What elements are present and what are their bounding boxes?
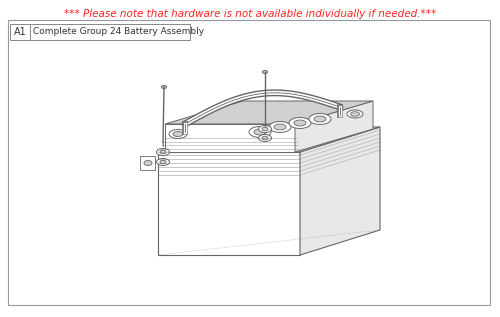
Ellipse shape [289, 118, 311, 128]
Ellipse shape [254, 129, 266, 135]
Ellipse shape [262, 136, 268, 140]
Ellipse shape [160, 160, 166, 164]
Text: Complete Group 24 Battery Assembly: Complete Group 24 Battery Assembly [33, 28, 204, 36]
Ellipse shape [173, 132, 183, 137]
Ellipse shape [156, 148, 170, 156]
Polygon shape [165, 101, 373, 124]
Polygon shape [300, 127, 380, 255]
Polygon shape [158, 152, 300, 255]
Polygon shape [165, 124, 295, 152]
Ellipse shape [294, 120, 306, 126]
Ellipse shape [274, 124, 286, 130]
Ellipse shape [156, 158, 170, 165]
Ellipse shape [309, 113, 331, 125]
Text: A1: A1 [14, 27, 26, 37]
Text: *** Please note that hardware is not available individually if needed.***: *** Please note that hardware is not ava… [64, 9, 436, 19]
Ellipse shape [144, 160, 152, 165]
Bar [140, 156, 155, 170]
Bar [30, 24, 190, 40]
Ellipse shape [169, 130, 187, 139]
Ellipse shape [350, 112, 360, 116]
Ellipse shape [258, 126, 272, 133]
Ellipse shape [249, 126, 271, 138]
Ellipse shape [314, 116, 326, 122]
Ellipse shape [162, 86, 166, 88]
Ellipse shape [262, 127, 268, 131]
Polygon shape [158, 127, 380, 152]
Bar [10, 24, 30, 40]
Ellipse shape [160, 150, 166, 154]
Ellipse shape [269, 121, 291, 133]
Ellipse shape [258, 134, 272, 141]
Ellipse shape [262, 70, 268, 74]
Ellipse shape [347, 110, 363, 118]
Bar [8, 20, 490, 305]
Polygon shape [295, 101, 373, 152]
